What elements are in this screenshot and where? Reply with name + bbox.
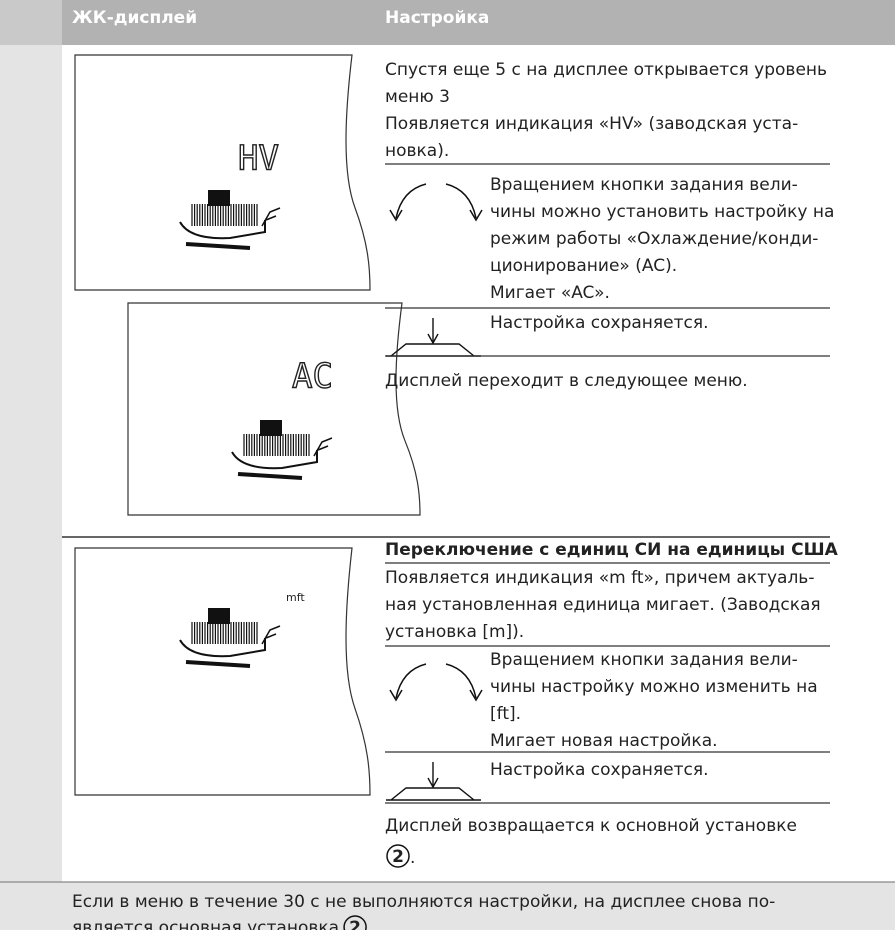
text-line: Настройка сохраняется.: [490, 760, 708, 780]
rotate-arrow: [445, 183, 477, 219]
ref-circle: [343, 915, 367, 934]
pump-outlet: [261, 207, 281, 227]
pump-base: [179, 220, 266, 240]
header-col2: Настройка: [385, 8, 489, 28]
rotate-arrow: [395, 663, 427, 699]
lcd-text: HV: [238, 139, 279, 179]
header-col1: ЖК-дисплей: [72, 8, 197, 28]
text-line: Настройка сохраняется.: [490, 313, 708, 333]
header-bar: [0, 0, 895, 45]
text-line: 2: [392, 847, 404, 867]
pump-plate: [185, 660, 251, 668]
text-line: чины можно установить настройку на: [490, 202, 834, 222]
lcd-frame: [127, 302, 421, 516]
pump-base: [231, 450, 318, 470]
text-line: 2: [349, 918, 361, 930]
text-line: ная установленная единица мигает. (Завод…: [385, 595, 821, 615]
button: [386, 787, 481, 801]
text-line: .: [410, 848, 415, 868]
text-line: Если в меню в течение 30 с не выполняютс…: [72, 892, 775, 912]
pump-plate: [237, 472, 303, 480]
text-line: чины настройку можно изменить на: [490, 677, 818, 697]
text-line: меню 3: [385, 87, 450, 107]
pump-head: [208, 608, 230, 624]
pump-plate: [185, 242, 251, 250]
lcd-text: AC: [292, 357, 333, 397]
text-line: Появляется индикация «HV» (заводская уст…: [385, 114, 798, 134]
text-line: ционирование» (AC).: [490, 256, 677, 276]
text-line: новка).: [385, 141, 449, 161]
rotate-arrow: [445, 663, 477, 699]
text-line: Дисплей переходит в следующее меню.: [385, 371, 748, 391]
lcd-frame: [74, 54, 371, 291]
text-line: Мигает «AC».: [490, 283, 610, 303]
lcd-frame: [74, 547, 371, 796]
text-line: Переключение с единиц СИ на единицы США: [385, 540, 839, 560]
text-line: режим работы «Охлаждение/конди-: [490, 229, 818, 249]
text-line: установка [m]).: [385, 622, 524, 642]
pump-outlet: [313, 437, 333, 457]
pump-outlet: [261, 625, 281, 645]
text-line: Вращением кнопки задания вели-: [490, 175, 798, 195]
arrow-head: [427, 777, 439, 789]
text-line: Вращением кнопки задания вели-: [490, 650, 798, 670]
left-strip: [0, 0, 62, 930]
arrow-head: [427, 333, 439, 345]
text-line: является основная установка: [72, 918, 339, 930]
arrow-head: [469, 689, 483, 702]
text-line: .: [367, 919, 372, 930]
header-strip: [0, 0, 62, 45]
pump-head: [260, 420, 282, 436]
arrow-head: [389, 689, 403, 702]
text-line: Спустя еще 5 с на дисплее открывается ур…: [385, 60, 827, 80]
pump-head: [208, 190, 230, 206]
lcd-text: mft: [286, 591, 305, 604]
text-line: Появляется индикация «m ft», причем акту…: [385, 568, 814, 588]
arrow-head: [389, 209, 403, 222]
rotate-arrow: [395, 183, 427, 219]
text-line: Мигает новая настройка.: [490, 731, 718, 751]
text-line: [ft].: [490, 704, 521, 724]
text-line: Дисплей возвращается к основной установк…: [385, 816, 797, 836]
ref-circle: [386, 844, 410, 868]
footer-bar: [0, 882, 895, 930]
pump-base: [179, 638, 266, 658]
arrow-head: [469, 209, 483, 222]
